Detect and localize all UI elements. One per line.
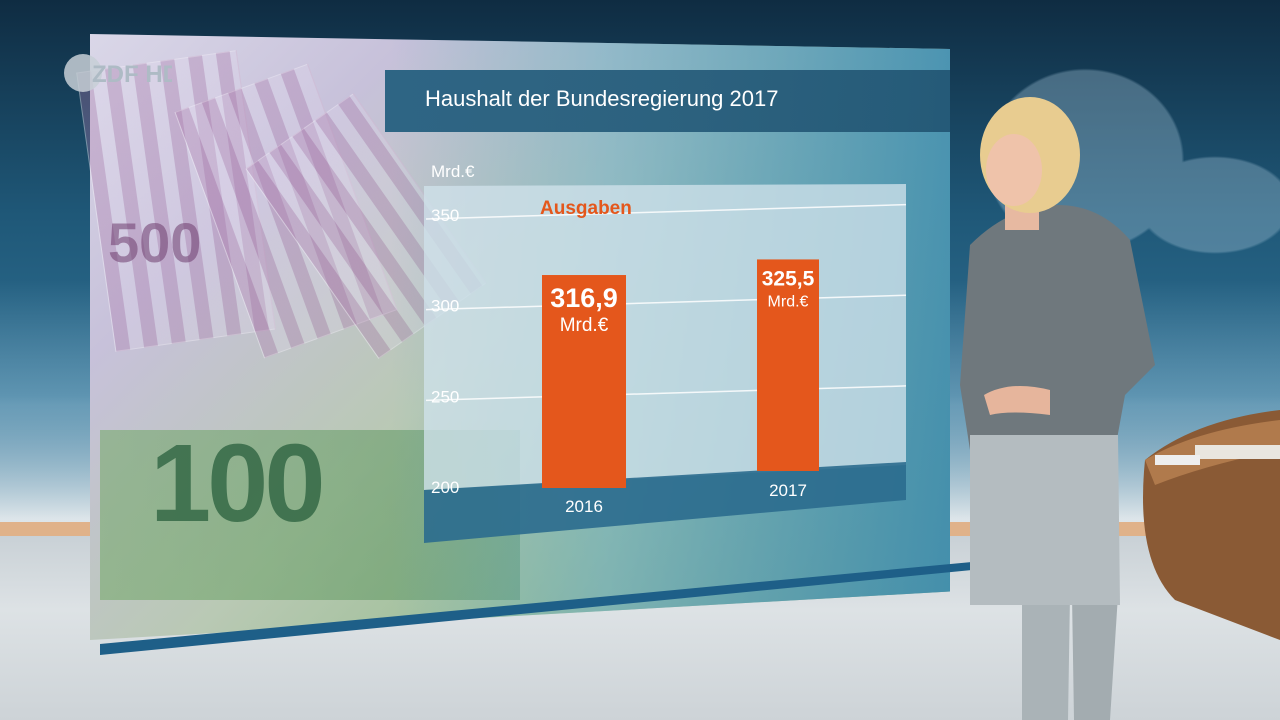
chart-panel [424,184,906,490]
value-label-2016: 316,9 [550,283,618,313]
bar-2016 [542,275,626,488]
presenter [960,97,1155,720]
category-label-2016: 2016 [565,497,603,516]
series-label: Ausgaben [540,198,632,219]
chart-title: Haushalt der Bundesregierung 2017 [425,86,779,111]
unit-label-2016: Mrd.€ [560,315,609,336]
chart-title-bar [385,70,950,132]
news-desk [1143,410,1280,640]
y-tick-250: 250 [431,387,459,406]
broadcaster-logo: ZDF HD [64,54,172,92]
y-tick-300: 300 [431,297,459,316]
gridline-350 [425,203,907,220]
gridline-300 [425,294,907,311]
logo-text: ZDF HD [92,61,172,88]
value-label-2017: 325,5 [762,267,815,290]
category-label-2017: 2017 [769,481,807,500]
bar-2017 [757,259,819,471]
y-tick-200: 200 [431,478,459,497]
unit-label-2017: Mrd.€ [768,293,809,310]
chart-category-band [424,462,906,543]
y-tick-350: 350 [431,206,459,225]
y-axis-label: Mrd.€ [431,162,475,181]
gridline-250 [425,385,907,402]
